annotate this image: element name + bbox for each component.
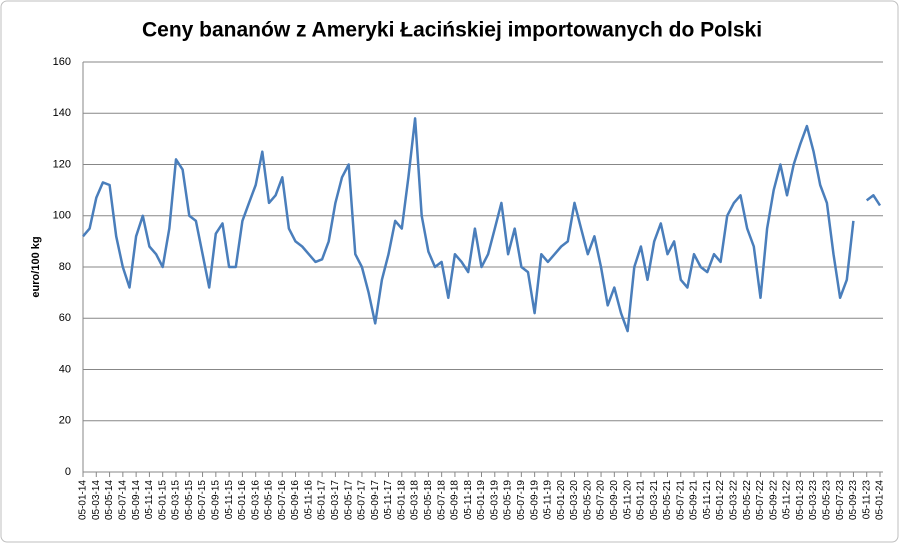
chart-title: Ceny bananów z Ameryki Łacińskiej import… bbox=[142, 19, 762, 42]
x-tick-label: 05-09-22 bbox=[768, 480, 779, 520]
x-tick-label: 05-11-19 bbox=[543, 480, 554, 520]
x-tick-label: 05-05-20 bbox=[582, 480, 593, 520]
y-tick-label: 100 bbox=[53, 210, 71, 222]
x-tick-label: 05-01-23 bbox=[795, 480, 806, 520]
x-tick-label: 05-03-15 bbox=[171, 480, 182, 520]
x-tick-label: 05-07-15 bbox=[197, 480, 208, 520]
y-tick-label: 20 bbox=[59, 415, 71, 427]
y-tick-label: 160 bbox=[53, 56, 71, 68]
y-tick-label: 40 bbox=[59, 363, 71, 375]
x-tick-label: 05-05-17 bbox=[343, 480, 354, 520]
x-tick-label: 05-11-15 bbox=[224, 480, 235, 520]
x-tick-label: 05-05-18 bbox=[423, 480, 434, 520]
x-tick-label: 05-01-20 bbox=[556, 480, 567, 520]
x-tick-label: 05-09-20 bbox=[609, 480, 620, 520]
x-tick-label: 05-03-14 bbox=[91, 480, 102, 520]
y-tick-label: 80 bbox=[59, 261, 71, 273]
x-tick-label: 05-07-18 bbox=[436, 480, 447, 520]
x-tick-label: 05-05-16 bbox=[264, 480, 275, 520]
x-tick-label: 05-03-18 bbox=[410, 480, 421, 520]
x-tick-label: 05-05-19 bbox=[503, 480, 514, 520]
x-tick-label: 05-11-22 bbox=[782, 480, 793, 520]
x-tick-label: 05-01-16 bbox=[237, 480, 248, 520]
x-tick-label: 05-09-18 bbox=[450, 480, 461, 520]
y-tick-label: 140 bbox=[53, 107, 71, 119]
x-tick-label: 05-09-23 bbox=[848, 480, 859, 520]
x-tick-label: 05-11-23 bbox=[861, 480, 872, 520]
x-tick-label: 05-05-21 bbox=[662, 480, 673, 520]
x-tick-label: 05-01-21 bbox=[636, 480, 647, 520]
x-tick-label: 05-05-23 bbox=[822, 480, 833, 520]
x-tick-label: 05-11-21 bbox=[702, 480, 713, 520]
y-tick-label: 60 bbox=[59, 312, 71, 324]
x-tick-label: 05-03-20 bbox=[569, 480, 580, 520]
x-tick-label: 05-03-19 bbox=[489, 480, 500, 520]
x-tick-label: 05-01-17 bbox=[317, 480, 328, 520]
x-tick-label: 05-07-19 bbox=[516, 480, 527, 520]
x-tick-label: 05-09-16 bbox=[290, 480, 301, 520]
x-tick-label: 05-11-17 bbox=[383, 480, 394, 520]
x-tick-label: 05-01-24 bbox=[875, 480, 886, 520]
x-tick-label: 05-01-18 bbox=[396, 480, 407, 520]
x-tick-label: 05-07-16 bbox=[277, 480, 288, 520]
x-tick-label: 05-05-15 bbox=[184, 480, 195, 520]
y-axis-label: euro/100 kg bbox=[30, 236, 42, 297]
x-tick-label: 05-11-20 bbox=[622, 480, 633, 520]
x-tick-label: 05-07-14 bbox=[117, 480, 128, 520]
x-tick-label: 05-09-14 bbox=[131, 480, 142, 520]
y-tick-label: 120 bbox=[53, 158, 71, 170]
x-tick-label: 05-05-14 bbox=[104, 480, 115, 520]
x-tick-label: 05-03-16 bbox=[250, 480, 261, 520]
x-tick-label: 05-03-21 bbox=[649, 480, 660, 520]
x-tick-label: 05-03-23 bbox=[808, 480, 819, 520]
x-tick-label: 05-01-19 bbox=[476, 480, 487, 520]
x-tick-label: 05-11-16 bbox=[303, 480, 314, 520]
x-tick-label: 05-01-14 bbox=[78, 480, 89, 520]
x-tick-label: 05-07-21 bbox=[675, 480, 686, 520]
x-tick-label: 05-11-18 bbox=[463, 480, 474, 520]
x-tick-label: 05-09-19 bbox=[529, 480, 540, 520]
x-tick-label: 05-09-21 bbox=[689, 480, 700, 520]
x-tick-label: 05-07-23 bbox=[835, 480, 846, 520]
x-tick-label: 05-03-22 bbox=[729, 480, 740, 520]
x-tick-label: 05-09-17 bbox=[370, 480, 381, 520]
x-tick-label: 05-07-22 bbox=[755, 480, 766, 520]
x-tick-label: 05-01-22 bbox=[715, 480, 726, 520]
data-line bbox=[82, 117, 882, 333]
x-tick-label: 05-07-17 bbox=[357, 480, 368, 520]
x-tick-label: 05-01-15 bbox=[157, 480, 168, 520]
x-tick-label: 05-09-15 bbox=[210, 480, 221, 520]
x-tick-label: 05-03-17 bbox=[330, 480, 341, 520]
x-tick-label: 05-11-14 bbox=[144, 480, 155, 520]
x-tick-label: 05-07-20 bbox=[596, 480, 607, 520]
y-tick-label: 0 bbox=[65, 466, 71, 478]
x-tick-label: 05-05-22 bbox=[742, 480, 753, 520]
